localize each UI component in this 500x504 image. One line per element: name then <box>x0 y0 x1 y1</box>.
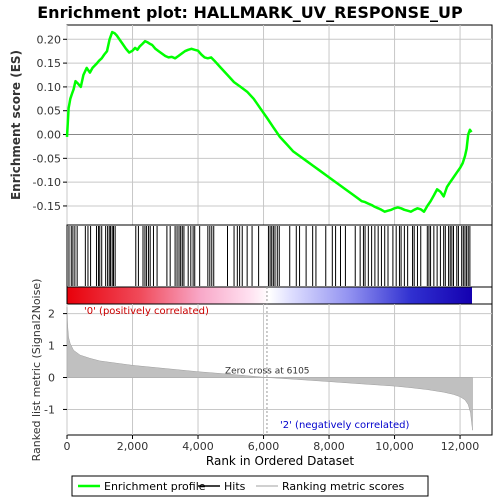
legend-items: Enrichment profile Hits Ranking metric sco… <box>78 480 404 493</box>
chart-title: Enrichment plot: HALLMARK_UV_RESPONSE_UP <box>37 3 463 22</box>
legend-label: Enrichment profile <box>104 480 206 493</box>
es-y-axis-label: Enrichment score (ES) <box>9 50 23 200</box>
es-y-tick-label: 0.15 <box>37 57 62 70</box>
es-y-tick-label: 0.10 <box>37 81 62 94</box>
es-y-tick-label: 0.00 <box>37 129 62 142</box>
es-y-tick-label: 0.20 <box>37 33 62 46</box>
ranking-metric-area <box>66 307 473 431</box>
metric-panel: -1 0 1 2 Zero cross at 6105 '0' (positively… <box>30 279 493 462</box>
es-y-tick-label: 0.05 <box>37 105 62 118</box>
hit-lines-group <box>68 226 471 286</box>
hits-panel <box>66 224 493 288</box>
metric-y-axis-ticks: -1 0 1 2 <box>44 308 67 416</box>
x-tick-label: 12,000 <box>441 440 480 453</box>
negative-correlation-label: '2' (negatively correlated) <box>280 420 409 431</box>
metric-y-tick-label: -1 <box>44 403 55 416</box>
es-y-tick-label: -0.10 <box>33 176 61 189</box>
x-tick-label: 0 <box>64 440 71 453</box>
legend: Enrichment profile Hits Ranking metric sco… <box>71 475 429 497</box>
ranked-list-color-strip <box>67 287 472 304</box>
x-tick-label: 4,000 <box>182 440 214 453</box>
x-tick-label: 8,000 <box>313 440 345 453</box>
es-y-tick-label: -0.05 <box>33 152 61 165</box>
legend-label: Ranking metric scores <box>282 480 404 493</box>
zero-cross-label: Zero cross at 6105 <box>225 366 310 376</box>
enrichment-profile-line <box>65 30 473 213</box>
es-line-group <box>65 30 473 213</box>
metric-y-tick-label: 2 <box>48 308 55 321</box>
metric-y-tick-label: 0 <box>48 371 55 384</box>
es-panel-frame <box>66 24 493 226</box>
es-y-tick-label: -0.15 <box>33 200 61 213</box>
metric-area-group <box>66 307 473 431</box>
legend-frame <box>71 475 429 497</box>
metric-y-axis-label: Ranked list metric (Signal2Noise) <box>30 279 43 462</box>
x-axis-label: Rank in Ordered Dataset <box>206 454 354 468</box>
es-y-axis-ticks: -0.15 -0.10 -0.05 0.00 0.05 0.10 0.15 0.20 <box>33 33 67 213</box>
positive-correlation-label: '0' (positively correlated) <box>84 306 209 317</box>
x-tick-label: 6,000 <box>248 440 280 453</box>
es-panel: -0.15 -0.10 -0.05 0.00 0.05 0.10 0.15 0.20 Enri… <box>9 24 493 226</box>
x-tick-label: 10,000 <box>375 440 414 453</box>
metric-y-tick-label: 1 <box>48 340 55 353</box>
x-tick-label: 2,000 <box>117 440 149 453</box>
legend-label: Hits <box>224 480 246 493</box>
es-gridlines <box>66 25 492 225</box>
x-axis-ticks: 0 2,000 4,000 6,000 8,000 10,000 12,000 <box>64 435 480 453</box>
